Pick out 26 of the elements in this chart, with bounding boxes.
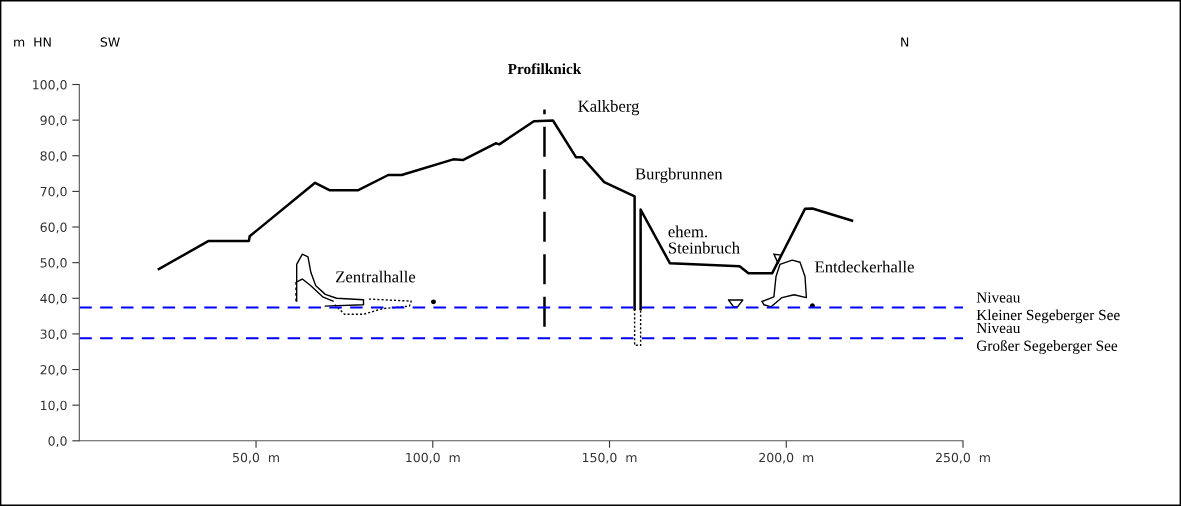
text: N [901,37,909,47]
ref-line-label: Niveau Kleiner Segeberger See [976,292,1120,324]
y-tick-label: 40,0 [40,293,67,305]
x-tick-label: 250,0 m [935,452,990,464]
y-tick-label: 0,0 [48,436,67,447]
annotation: Zentralhalle [336,270,416,283]
annotation: Kalkberg [578,100,640,116]
x-tick-label: 100,0 m [406,452,460,464]
text: SW [100,37,120,47]
annotation: ehem. Steinbruch [668,225,740,254]
x-tick-label: 50,0 m [233,452,279,464]
annotation: Entdeckerhalle [815,260,914,273]
y-tick-label: 30,0 [40,329,67,341]
x-tick-label: 200,0 m [759,452,814,464]
y-tick-label: 20,0 [40,365,67,376]
annotation: Burgbrunnen [635,167,723,183]
y-tick-label: 10,0 [41,400,67,412]
y-tick-label: 80,0 [40,151,67,162]
text: Profilknick [507,63,582,75]
y-tick-label: 70,0 [40,186,67,198]
y-tick-label: 100,0 [33,79,67,91]
y-tick-label: 90,0 [40,115,67,127]
y-tick-label: 50,0 [40,258,67,269]
y-tick-label: 60,0 [40,222,67,234]
x-tick-label: 150,0 m [582,452,637,464]
y-axis-title: m HN [14,37,51,47]
